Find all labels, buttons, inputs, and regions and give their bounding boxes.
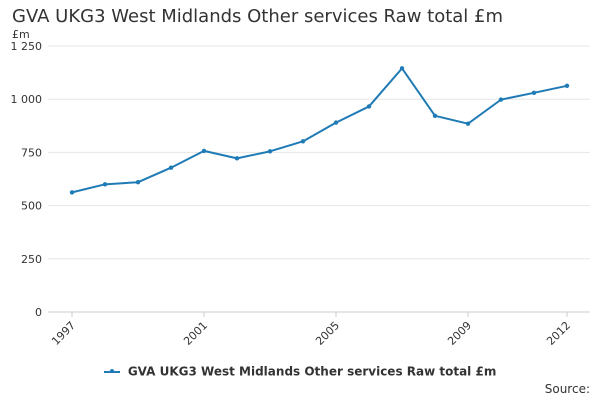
data-point[interactable] bbox=[102, 182, 108, 187]
legend-series-swatch bbox=[103, 368, 120, 373]
data-point[interactable] bbox=[399, 66, 405, 71]
source-label: Source: bbox=[544, 382, 590, 396]
data-point[interactable] bbox=[498, 97, 504, 102]
x-tick-label: 2012 bbox=[544, 319, 573, 348]
chart-title: GVA UKG3 West Midlands Other services Ra… bbox=[12, 6, 504, 27]
series-line bbox=[71, 67, 568, 194]
y-tick-label: 250 bbox=[21, 253, 42, 266]
legend[interactable]: GVA UKG3 West Midlands Other services Ra… bbox=[0, 364, 600, 379]
legend-series-label: GVA UKG3 West Midlands Other services Ra… bbox=[127, 364, 497, 379]
data-point[interactable] bbox=[432, 113, 438, 118]
data-point[interactable] bbox=[333, 120, 339, 125]
data-point[interactable] bbox=[201, 148, 207, 154]
data-point[interactable] bbox=[168, 165, 174, 170]
y-tick-label: 500 bbox=[21, 200, 42, 213]
x-tick-label: 2009 bbox=[445, 319, 474, 348]
x-tick-label: 1997 bbox=[49, 319, 78, 348]
data-point[interactable] bbox=[366, 104, 372, 109]
y-tick-label: 0 bbox=[35, 306, 42, 319]
data-point[interactable] bbox=[69, 190, 75, 195]
x-tick-label: 2001 bbox=[181, 319, 210, 348]
y-axis-unit-label: £m bbox=[12, 28, 30, 41]
x-tick-label: 2005 bbox=[313, 319, 342, 348]
data-point[interactable] bbox=[234, 156, 240, 161]
data-point[interactable] bbox=[267, 149, 273, 154]
y-tick-label: 1 250 bbox=[11, 40, 43, 53]
y-tick-label: 750 bbox=[21, 146, 42, 159]
data-point[interactable] bbox=[300, 139, 306, 144]
data-point[interactable] bbox=[531, 90, 537, 96]
data-point[interactable] bbox=[564, 83, 570, 88]
y-tick-label: 1 000 bbox=[11, 93, 43, 106]
data-point[interactable] bbox=[135, 179, 141, 185]
data-point[interactable] bbox=[465, 121, 471, 126]
